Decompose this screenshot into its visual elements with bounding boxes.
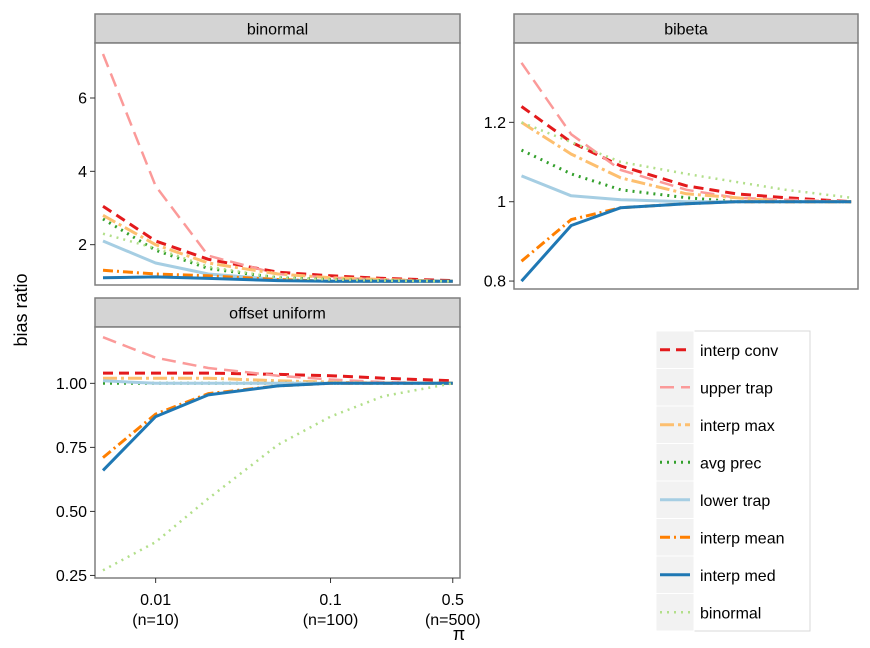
- plot-area: [94, 326, 461, 579]
- y-tick-label: 0.8: [484, 274, 506, 291]
- series-line-interp-med: [101, 381, 453, 472]
- legend: interp conv upper trap interp max avg prec l…: [655, 330, 811, 632]
- y-tick-label: 6: [78, 91, 87, 108]
- panel-title: offset uniform: [229, 306, 326, 323]
- y-tick-label: 2: [78, 237, 87, 254]
- plot-area: [94, 42, 461, 286]
- x-tick-label: 0.1: [319, 592, 341, 609]
- y-tick-label: 4: [78, 164, 87, 181]
- series-line-interp-max: [102, 213, 453, 283]
- x-tick-sublabel: (n=500): [425, 612, 481, 629]
- x-axis-label: π: [453, 624, 465, 644]
- legend-label: binormal: [700, 605, 761, 622]
- series-line-binormal: [521, 121, 852, 199]
- x-tick-sublabel: (n=100): [303, 612, 359, 629]
- legend-label: interp med: [700, 568, 776, 585]
- panel-title: bibeta: [664, 22, 708, 39]
- legend-label: interp max: [700, 418, 775, 435]
- series-line-interp-conv: [103, 371, 453, 383]
- plot-area: [513, 42, 859, 290]
- panel-bibeta: bibeta 0.8 1 1.2: [484, 13, 859, 291]
- y-tick-label: 0.50: [56, 504, 87, 521]
- legend-label: upper trap: [700, 380, 773, 397]
- legend-label: avg prec: [700, 455, 761, 472]
- legend-item-upper-trap: upper trap: [655, 368, 773, 407]
- panel-header: [513, 13, 859, 44]
- legend-item-lower-trap: lower trap: [655, 480, 770, 519]
- legend-item-binormal: binormal: [655, 593, 761, 632]
- y-tick-label: 1.00: [56, 376, 87, 393]
- panel-offset-uniform: offset uniform 0.25 0.50 0.75 1.00 0.01 (n=10)…: [56, 297, 481, 629]
- legend-label: interp mean: [700, 530, 785, 547]
- series-line-interp-conv: [520, 105, 852, 204]
- series-line-upper-trap: [520, 62, 852, 203]
- legend-item-avg-prec: avg prec: [655, 443, 761, 482]
- series-line-interp-med: [520, 200, 852, 283]
- y-tick-label: 1: [497, 194, 506, 211]
- panel-binormal: binormal 2 4 6: [78, 13, 461, 286]
- y-tick-label: 1.2: [484, 115, 506, 132]
- x-tick-label: 0.5: [442, 592, 464, 609]
- x-tick-sublabel: (n=10): [132, 612, 179, 629]
- legend-item-interp-max: interp max: [655, 405, 775, 444]
- legend-item-interp-conv: interp conv: [655, 330, 778, 369]
- panel-header: [94, 13, 461, 44]
- legend-label: lower trap: [700, 493, 770, 510]
- y-axis-label: bias ratio: [11, 273, 31, 346]
- y-tick-label: 0.75: [56, 440, 87, 457]
- series-line-interp-med: [102, 275, 453, 283]
- panel-title: binormal: [247, 22, 308, 39]
- legend-item-interp-mean: interp mean: [655, 518, 785, 557]
- legend-label: interp conv: [700, 343, 778, 360]
- x-tick-label: 0.01: [140, 592, 171, 609]
- y-tick-label: 0.25: [56, 568, 87, 585]
